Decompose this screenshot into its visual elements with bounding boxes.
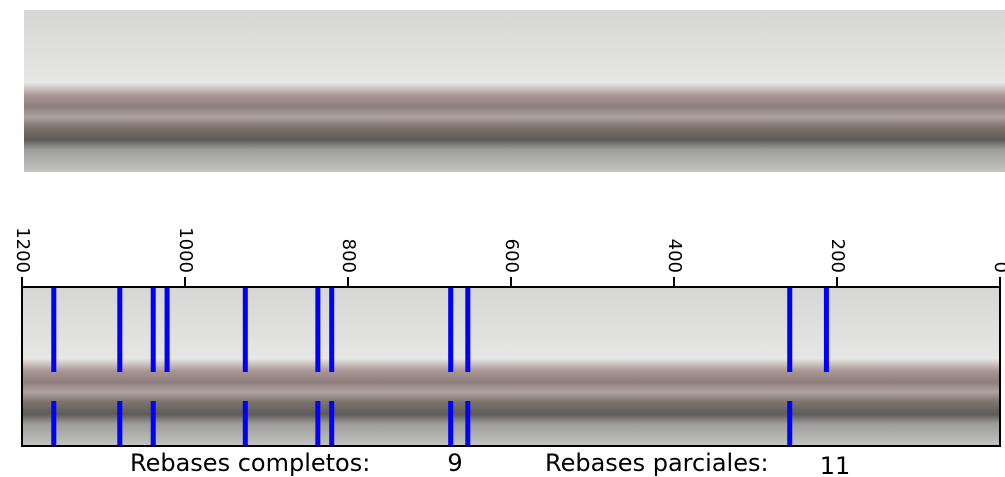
axes-image [22,287,1000,446]
x-tick-label: 1000 [175,227,196,273]
x-tick-label: 1200 [12,227,33,273]
x-tick-label: 400 [664,239,685,273]
complete-count: 9 [447,449,462,477]
partial-label: Rebases parciales: [545,449,769,477]
partial-count: 11 [820,452,851,477]
x-tick-label: 600 [501,239,522,273]
x-tick-label: 800 [338,239,359,273]
x-tick-label: 0 [990,262,1005,273]
top-image [24,10,1005,172]
x-tick-label: 200 [827,239,848,273]
complete-label: Rebases completos: [130,449,370,477]
